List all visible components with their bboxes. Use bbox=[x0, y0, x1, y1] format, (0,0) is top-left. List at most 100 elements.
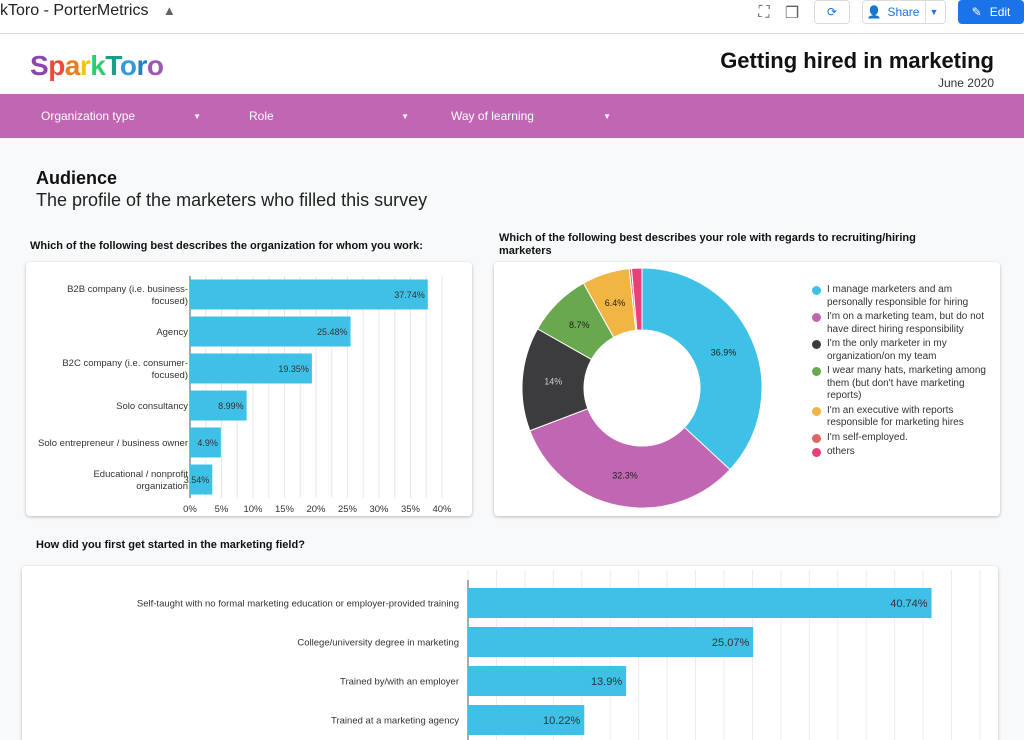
fullscreen-icon[interactable]: ⛶ bbox=[758, 4, 770, 21]
category-label: Trained by/with an employer bbox=[340, 677, 459, 688]
filter-label: Role bbox=[249, 109, 274, 123]
data-label: 8.99% bbox=[218, 401, 244, 411]
legend-label: I manage marketers and am personally res… bbox=[827, 284, 969, 308]
chevron-down-icon[interactable]: ▼ bbox=[925, 1, 941, 23]
legend-label: I'm self-employed. bbox=[827, 431, 908, 443]
slice-label: 36.9% bbox=[711, 347, 737, 357]
tick-label: 40% bbox=[432, 504, 452, 515]
logo-letter: T bbox=[105, 50, 120, 81]
donut-slice bbox=[529, 408, 731, 509]
bar bbox=[190, 316, 351, 347]
org-bar-chart: 37.74% B2B company (i.e. business-focused… bbox=[38, 276, 452, 515]
bar bbox=[190, 353, 312, 384]
category-label: Solo entrepreneur / business owner bbox=[38, 438, 188, 449]
legend-item[interactable]: I'm an executive with reports responsibl… bbox=[812, 405, 992, 430]
category-label: focused) bbox=[152, 370, 188, 381]
dropdown-arrow-icon: ▼ bbox=[603, 111, 611, 121]
legend-label: I wear many hats, marketing among them (… bbox=[827, 365, 986, 401]
data-label: 4.9% bbox=[197, 438, 218, 448]
legend-label: I'm the only marketer in my organization… bbox=[827, 338, 947, 362]
data-label: 13.9% bbox=[591, 676, 622, 688]
org-chart-card[interactable]: 37.74% B2B company (i.e. business-focused… bbox=[26, 262, 472, 516]
logo-letter: k bbox=[90, 50, 106, 81]
legend-label: I'm an executive with reports responsibl… bbox=[827, 404, 964, 429]
share-label: Share bbox=[887, 5, 920, 19]
tick-label: 5% bbox=[215, 504, 229, 515]
legend-item[interactable]: others bbox=[812, 446, 992, 459]
category-label: Agency bbox=[156, 327, 188, 338]
legend-dot bbox=[812, 448, 821, 457]
role-donut-chart: 36.9% 32.3% 14% 8.7% 6.4% bbox=[521, 267, 763, 509]
edit-label: Edit bbox=[989, 5, 1011, 19]
role-chart-card[interactable]: 36.9% 32.3% 14% 8.7% 6.4% I manage marketers… bbox=[494, 262, 1000, 516]
slice-label: 8.7% bbox=[569, 320, 590, 330]
tick-label: 15% bbox=[275, 504, 295, 515]
legend-item[interactable]: I'm self-employed. bbox=[812, 432, 992, 445]
data-label: 3.54% bbox=[184, 475, 210, 485]
learning-chart-card[interactable]: 40.74% Self-taught with no formal marketi… bbox=[22, 566, 998, 740]
filter-role[interactable]: Role ▼ bbox=[249, 94, 409, 138]
legend-item[interactable]: I manage marketers and am personally res… bbox=[812, 284, 992, 309]
category-label: focused) bbox=[152, 296, 188, 307]
filter-bar: Organization type ▼ Role ▼ Way of learni… bbox=[0, 94, 1024, 138]
role-question: Which of the following best describes yo… bbox=[499, 232, 916, 258]
legend-dot bbox=[812, 286, 821, 295]
report-canvas: SparkToro Getting hired in marketing Jun… bbox=[0, 34, 1024, 740]
drive-icon[interactable]: ▲ bbox=[162, 3, 176, 18]
bar bbox=[190, 464, 213, 495]
filter-label: Organization type bbox=[41, 109, 136, 123]
legend-dot bbox=[812, 313, 821, 322]
logo-letter: o bbox=[119, 50, 137, 81]
role-legend: I manage marketers and am personally res… bbox=[812, 284, 992, 461]
filter-way-of-learning[interactable]: Way of learning ▼ bbox=[451, 94, 611, 138]
report-date: June 2020 bbox=[937, 76, 994, 90]
bar bbox=[468, 705, 585, 735]
edit-button[interactable]: ✎ Edit bbox=[958, 0, 1024, 24]
bar bbox=[468, 666, 627, 696]
copy-icon[interactable]: ❐ bbox=[784, 5, 800, 22]
tick-label: 0% bbox=[183, 504, 197, 515]
logo-letter: a bbox=[64, 50, 81, 81]
legend-item[interactable]: I wear many hats, marketing among them (… bbox=[812, 365, 992, 403]
bar bbox=[468, 627, 754, 657]
role-question-line-2: marketers bbox=[499, 245, 552, 257]
data-label: 40.74% bbox=[890, 598, 928, 610]
category-label: Self-taught with no formal marketing edu… bbox=[137, 599, 459, 610]
section-title: Audience bbox=[36, 168, 118, 188]
learning-question: How did you first get started in the mar… bbox=[36, 539, 305, 551]
data-label: 37.74% bbox=[394, 290, 425, 300]
legend-item[interactable]: I'm on a marketing team, but do not have… bbox=[812, 311, 992, 336]
category-label: College/university degree in marketing bbox=[297, 638, 459, 649]
slice-label: 32.3% bbox=[612, 470, 638, 480]
filter-organization-type[interactable]: Organization type ▼ bbox=[41, 94, 201, 138]
report-title: Getting hired in marketing bbox=[720, 48, 994, 73]
tick-label: 35% bbox=[401, 504, 421, 515]
donut-slice bbox=[641, 267, 763, 471]
section-subtitle: The profile of the marketers who filled … bbox=[36, 190, 428, 210]
data-label: 10.22% bbox=[543, 715, 581, 727]
category-label: B2B company (i.e. business- bbox=[67, 284, 188, 295]
legend-dot bbox=[812, 433, 821, 443]
logo-letter: r bbox=[79, 50, 91, 81]
legend-label: others bbox=[827, 446, 855, 457]
add-person-icon: 👤 bbox=[866, 5, 882, 19]
pencil-icon: ✎ bbox=[971, 5, 982, 19]
legend-item[interactable]: I'm the only marketer in my organization… bbox=[812, 338, 992, 363]
data-label: 19.35% bbox=[278, 364, 309, 374]
tick-label: 10% bbox=[243, 504, 263, 515]
logo-letter: S bbox=[30, 50, 49, 81]
tick-label: 20% bbox=[306, 504, 326, 515]
org-question: Which of the following best describes th… bbox=[30, 240, 423, 252]
refresh-button[interactable]: ⟳ bbox=[814, 0, 850, 24]
legend-dot bbox=[812, 340, 821, 349]
share-button[interactable]: 👤 Share ▼ bbox=[862, 0, 946, 24]
learning-bar-chart: 40.74% Self-taught with no formal marketi… bbox=[137, 570, 981, 740]
legend-dot bbox=[812, 406, 821, 416]
bar bbox=[468, 588, 932, 618]
category-label: Solo consultancy bbox=[116, 401, 188, 412]
logo-letter: o bbox=[146, 50, 164, 81]
category-label: B2C company (i.e. consumer- bbox=[62, 358, 188, 369]
legend-dot bbox=[812, 367, 821, 376]
logo-letter: r bbox=[136, 50, 148, 81]
category-label: organization bbox=[136, 481, 188, 492]
